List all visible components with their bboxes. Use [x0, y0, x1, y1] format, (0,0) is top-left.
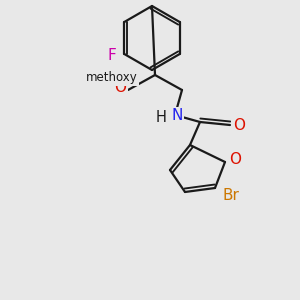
- Text: N: N: [171, 109, 183, 124]
- Text: Br: Br: [223, 188, 239, 203]
- Text: H: H: [156, 110, 167, 125]
- Text: O: O: [233, 118, 245, 133]
- Text: O: O: [229, 152, 241, 167]
- Text: F: F: [108, 49, 117, 64]
- Text: O: O: [114, 80, 126, 95]
- Text: methoxy: methoxy: [86, 71, 138, 85]
